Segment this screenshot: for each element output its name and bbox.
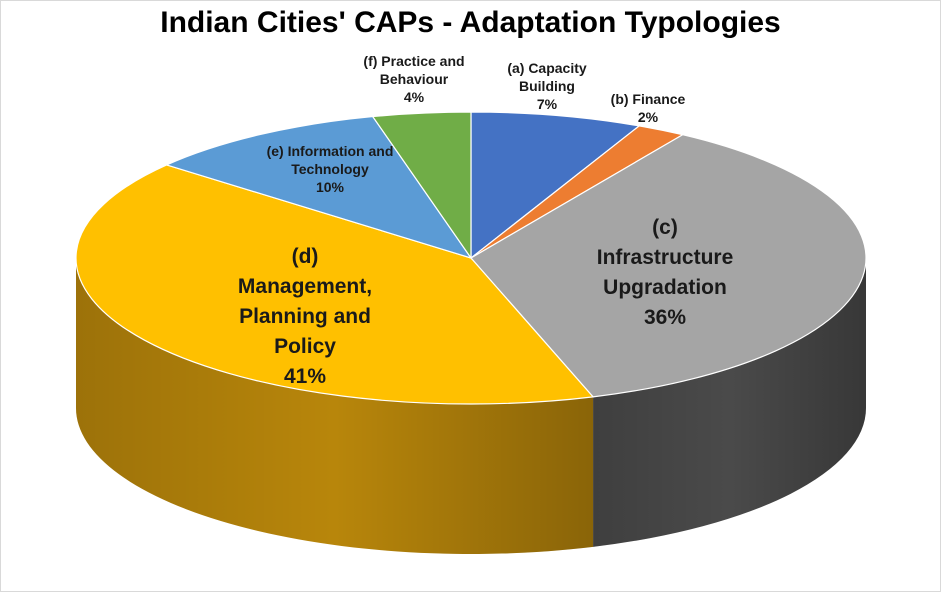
slice-label-line: Management, bbox=[238, 275, 372, 298]
slice-label-line: 41% bbox=[284, 365, 326, 388]
slice-label-line: Planning and bbox=[239, 305, 371, 328]
slice-label-line: 36% bbox=[644, 306, 686, 329]
slice-label-line: (d) bbox=[292, 245, 319, 268]
slice-label-line: (e) Information and bbox=[267, 143, 394, 159]
pie-slice-5 bbox=[371, 111, 472, 260]
slice-label-line: (c) bbox=[652, 216, 678, 239]
pie-slice-4 bbox=[164, 115, 473, 260]
slice-label-line: Behaviour bbox=[380, 71, 449, 87]
slice-label-4: (e) Information and Technology 10% bbox=[267, 143, 394, 195]
slice-label-line: (f) Practice and bbox=[363, 53, 464, 69]
slice-label-line: 4% bbox=[404, 89, 425, 105]
slice-label-line: 7% bbox=[537, 96, 558, 112]
slice-label-line: Building bbox=[519, 78, 575, 94]
slice-label-line: 2% bbox=[638, 109, 659, 125]
slice-label-5: (f) Practice and Behaviour 4% bbox=[363, 53, 464, 105]
slice-label-line: Technology bbox=[291, 161, 369, 177]
slice-label-2: (c) Infrastructure Upgradation 36% bbox=[597, 216, 734, 329]
slice-label-line: Upgradation bbox=[603, 276, 727, 299]
slice-label-line: Infrastructure bbox=[597, 246, 734, 269]
pie-slice-3 bbox=[75, 164, 595, 405]
slice-label-1: (b) Finance 2% bbox=[611, 91, 686, 125]
slice-label-line: (b) Finance bbox=[611, 91, 686, 107]
pie-slice-0 bbox=[470, 111, 641, 260]
slice-label-0: (a) Capacity Building 7% bbox=[507, 60, 587, 112]
chart-title: Indian Cities' CAPs - Adaptation Typolog… bbox=[160, 6, 781, 39]
slice-label-line: Policy bbox=[274, 335, 336, 358]
slice-label-line: (a) Capacity bbox=[507, 60, 587, 76]
pie-side-shade-2 bbox=[593, 258, 866, 547]
pie-side-shade-3 bbox=[76, 258, 594, 554]
pie-slice-2 bbox=[470, 134, 867, 398]
slice-label-line: 10% bbox=[316, 179, 345, 195]
slice-label-3: (d) Management, Planning and Policy 41% bbox=[238, 245, 372, 388]
